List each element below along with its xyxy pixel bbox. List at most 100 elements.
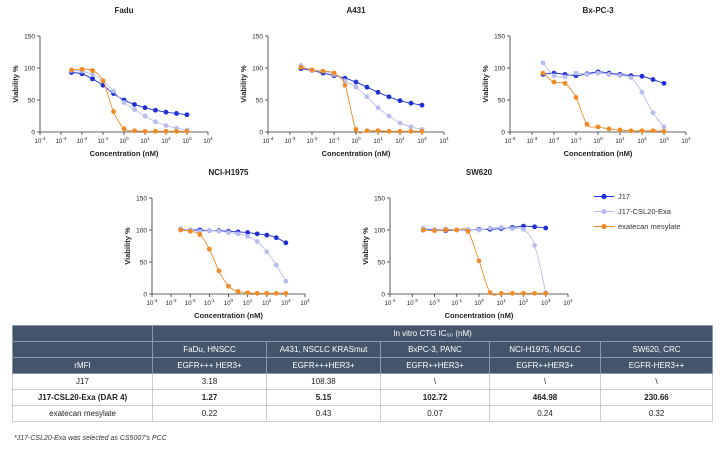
x-axis-label: Concentration (nM): [564, 149, 633, 158]
data-point-exatecan-mesylate: [142, 128, 148, 134]
legend-label-j17: J17: [618, 192, 631, 201]
table-profile-row: rMFI EGFR+++ HER3+ EGFR+++HER3+ EGFR++HE…: [12, 357, 714, 374]
data-point-j17: [283, 240, 289, 246]
x-tick-label: 102: [519, 298, 529, 307]
series-line-exatecan-mesylate: [180, 229, 286, 294]
x-tick-label: 10-1: [571, 136, 582, 145]
data-point-exatecan-mesylate: [111, 109, 116, 114]
y-tick-label: 100: [494, 66, 505, 73]
data-point-exatecan-mesylate: [532, 290, 538, 296]
table-row: J17-CSL20-Exa (DAR 4) 1.27 5.15 102.72 4…: [12, 389, 714, 406]
data-point-j17-csl20-exa: [254, 239, 260, 244]
table-cell: 102.72: [380, 389, 490, 406]
data-point-j17: [273, 235, 279, 241]
data-point-exatecan-mesylate: [174, 128, 179, 134]
data-point-j17-csl20-exa: [562, 74, 568, 80]
data-point-j17-csl20-exa: [153, 119, 158, 125]
y-tick-label: 50: [256, 98, 264, 105]
y-tick-label: 0: [381, 292, 385, 299]
row-header-rmfi: rMFI: [12, 357, 153, 374]
data-point-j17-csl20-exa: [375, 105, 381, 111]
y-tick-label: 0: [501, 130, 505, 137]
data-point-j17-csl20-exa: [235, 231, 241, 237]
x-tick-label: 100: [119, 136, 129, 145]
col-header-profile: EGFR+++ HER3+: [152, 357, 267, 374]
x-tick-label: 10-1: [329, 136, 340, 145]
table-cell: 3.18: [152, 373, 267, 390]
data-point-exatecan-mesylate: [309, 67, 315, 73]
y-axis-label: Viability %: [11, 65, 20, 103]
data-point-j17-csl20-exa: [111, 88, 116, 94]
data-point-exatecan-mesylate: [420, 227, 426, 233]
y-tick-label: 0: [143, 292, 147, 299]
x-tick-label: 10-4: [263, 136, 274, 145]
table-group-header: In vitro CTG IC₅₀ (nM): [151, 325, 714, 342]
x-tick-label: 10-3: [527, 136, 538, 145]
x-tick-label: 10-3: [285, 136, 296, 145]
x-tick-label: 101: [497, 298, 507, 307]
x-tick-label: 101: [140, 136, 150, 145]
data-point-exatecan-mesylate: [245, 290, 251, 296]
data-point-j17: [90, 76, 95, 82]
x-tick-label: 102: [637, 136, 647, 145]
table-cell: \: [489, 373, 601, 390]
data-point-j17-csl20-exa: [206, 228, 212, 234]
series-line-j17-csl20-exa: [300, 65, 423, 130]
x-tick-label: 10-1: [204, 298, 215, 307]
data-point-exatecan-mesylate: [100, 78, 106, 84]
series-line-j17: [71, 72, 188, 116]
table-cell: 0.07: [380, 405, 490, 422]
series-line-j17: [300, 68, 423, 106]
legend-label-exatecan-mesylate: exatecan mesylate: [618, 222, 681, 231]
x-tick-label: 103: [541, 298, 551, 307]
data-point-exatecan-mesylate: [595, 124, 601, 130]
col-header-profile: EGFR-HER3++: [599, 357, 714, 374]
legend-marker-j17: [594, 193, 614, 200]
y-tick-label: 50: [498, 98, 506, 105]
data-point-exatecan-mesylate: [184, 128, 190, 134]
data-point-j17: [419, 102, 425, 108]
data-point-j17-csl20-exa: [476, 227, 482, 233]
table-cell: \: [380, 373, 490, 390]
col-header-profile: EGFR++HER3+: [489, 357, 601, 374]
chart-a431: A431 0 50 100 150 10-4 10-3 10-2 10-1 100 101 102 10…: [228, 0, 456, 160]
table-row: J17 3.18 108.38 \ \ \: [12, 373, 714, 390]
x-axis-label: Concentration (nM): [445, 311, 514, 320]
x-tick-label: 10-3: [166, 298, 177, 307]
data-point-j17-csl20-exa: [90, 72, 95, 77]
chart-nci-h1975-svg: NCI-H1975 0 50 100 150 10-4 10-3 10-2 10-1 100 101…: [123, 168, 310, 320]
data-point-j17: [245, 230, 251, 235]
y-tick-label: 100: [374, 228, 385, 235]
x-tick-label: 102: [161, 136, 171, 145]
data-point-j17: [184, 112, 190, 118]
series-line-j17-csl20-exa: [423, 226, 547, 293]
series-line-j17-csl20-exa: [71, 70, 188, 131]
data-point-j17-csl20-exa: [595, 70, 601, 76]
y-axis-label: Viability %: [481, 65, 490, 103]
data-point-exatecan-mesylate: [521, 290, 526, 296]
data-point-j17: [639, 73, 645, 79]
table-cell: 230.66: [599, 389, 714, 406]
data-point-exatecan-mesylate: [69, 67, 74, 73]
data-point-exatecan-mesylate: [562, 80, 568, 86]
series-line-exatecan-mesylate: [300, 66, 422, 134]
data-point-j17-csl20-exa: [353, 84, 359, 90]
data-point-j17: [661, 80, 667, 86]
data-point-exatecan-mesylate: [331, 70, 337, 76]
table-cell-line-row: FaDu, HNSCC A431, NSCLC KRASmut BxPC-3, …: [12, 341, 714, 358]
data-point-exatecan-mesylate: [617, 127, 623, 133]
x-tick-label: 10-4: [505, 136, 516, 145]
x-axis-label: Concentration (nM): [194, 311, 263, 320]
x-tick-label: 10-3: [407, 298, 418, 307]
data-point-j17-csl20-exa: [551, 73, 557, 79]
data-point-j17-csl20-exa: [283, 278, 289, 284]
legend-marker-exatecan-mesylate: [594, 223, 614, 230]
legend: J17 J17-CSL20-Exa exatecan mesylate: [592, 189, 717, 234]
x-tick-label: 102: [395, 136, 405, 145]
legend-label-j17-csl20-exa: J17-CSL20-Exa: [618, 207, 671, 216]
data-point-j17-csl20-exa: [661, 124, 667, 130]
data-point-j17-csl20-exa: [397, 120, 403, 126]
data-point-exatecan-mesylate: [408, 128, 414, 134]
data-point-exatecan-mesylate: [132, 128, 137, 134]
data-point-j17-csl20-exa: [121, 100, 127, 105]
